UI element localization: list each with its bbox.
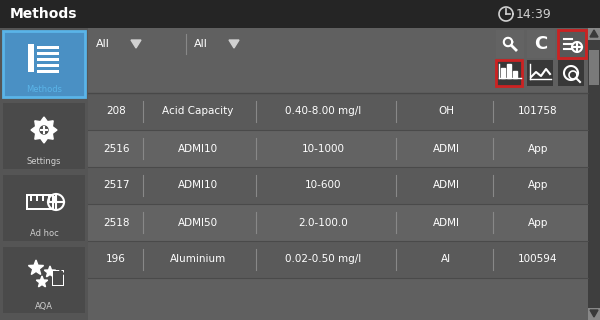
- Bar: [88, 93, 588, 130]
- Text: OH: OH: [438, 107, 454, 116]
- Text: App: App: [528, 143, 548, 154]
- Text: 0.40-8.00 mg/l: 0.40-8.00 mg/l: [285, 107, 361, 116]
- Bar: [3, 175, 85, 241]
- Bar: [513, 71, 517, 78]
- Text: Methods: Methods: [26, 85, 62, 94]
- Bar: [48, 196, 49, 201]
- Bar: [588, 308, 600, 320]
- Text: 100594: 100594: [518, 254, 558, 265]
- Text: All: All: [194, 39, 208, 49]
- Text: ADMI: ADMI: [433, 143, 460, 154]
- Bar: [37, 70, 59, 73]
- Bar: [88, 130, 588, 167]
- Polygon shape: [590, 310, 598, 317]
- Bar: [0, 28, 88, 320]
- Text: 0.02-0.50 mg/l: 0.02-0.50 mg/l: [285, 254, 361, 265]
- Bar: [36, 196, 37, 201]
- Bar: [527, 30, 555, 58]
- Text: 2517: 2517: [103, 180, 129, 190]
- Bar: [507, 64, 511, 78]
- Bar: [558, 30, 586, 58]
- Text: Ad hoc: Ad hoc: [29, 229, 58, 238]
- Bar: [88, 204, 588, 241]
- Polygon shape: [28, 260, 44, 275]
- Bar: [52, 270, 64, 286]
- Bar: [28, 196, 52, 208]
- Bar: [54, 196, 56, 201]
- Bar: [37, 64, 59, 67]
- Text: ADMI: ADMI: [433, 180, 460, 190]
- Bar: [42, 196, 44, 201]
- Bar: [588, 28, 600, 40]
- Bar: [88, 28, 588, 320]
- Polygon shape: [60, 270, 64, 274]
- Polygon shape: [31, 117, 57, 143]
- Text: App: App: [528, 180, 548, 190]
- Text: Al: Al: [441, 254, 451, 265]
- Text: 10-1000: 10-1000: [302, 143, 344, 154]
- Bar: [37, 46, 59, 49]
- Bar: [88, 241, 588, 278]
- Polygon shape: [40, 126, 48, 134]
- Text: 2518: 2518: [103, 218, 129, 228]
- Text: 196: 196: [106, 254, 126, 265]
- Text: ADMI50: ADMI50: [178, 218, 218, 228]
- Text: App: App: [528, 218, 548, 228]
- Bar: [3, 31, 85, 97]
- Bar: [30, 196, 32, 201]
- Text: ADMI10: ADMI10: [178, 143, 218, 154]
- Text: AQA: AQA: [35, 301, 53, 310]
- Bar: [37, 52, 59, 55]
- Polygon shape: [590, 30, 598, 37]
- Text: 2.0-100.0: 2.0-100.0: [298, 218, 348, 228]
- Text: ADMI: ADMI: [433, 218, 460, 228]
- Bar: [496, 60, 522, 86]
- Bar: [3, 103, 85, 169]
- Bar: [28, 44, 34, 72]
- Bar: [558, 60, 584, 86]
- Bar: [37, 58, 59, 61]
- Polygon shape: [131, 40, 141, 48]
- Text: Settings: Settings: [27, 157, 61, 166]
- Text: ADMI10: ADMI10: [178, 180, 218, 190]
- Bar: [88, 167, 588, 204]
- Text: 101758: 101758: [518, 107, 558, 116]
- Bar: [527, 60, 553, 86]
- Bar: [496, 30, 524, 58]
- Polygon shape: [44, 266, 56, 277]
- Text: All: All: [96, 39, 110, 49]
- Text: Methods: Methods: [10, 7, 77, 21]
- Bar: [26, 194, 54, 210]
- Text: 2516: 2516: [103, 143, 129, 154]
- Bar: [588, 28, 600, 320]
- Bar: [53, 271, 63, 285]
- Polygon shape: [36, 276, 48, 287]
- Bar: [589, 50, 599, 85]
- Text: Acid Capacity: Acid Capacity: [163, 107, 233, 116]
- Text: Aluminium: Aluminium: [170, 254, 226, 265]
- Polygon shape: [229, 40, 239, 48]
- Bar: [3, 247, 85, 313]
- Text: 14:39: 14:39: [516, 7, 552, 20]
- Bar: [501, 68, 505, 78]
- Text: C: C: [535, 35, 548, 53]
- Bar: [88, 28, 588, 60]
- Text: 208: 208: [106, 107, 126, 116]
- Text: 10-600: 10-600: [305, 180, 341, 190]
- Bar: [0, 0, 600, 28]
